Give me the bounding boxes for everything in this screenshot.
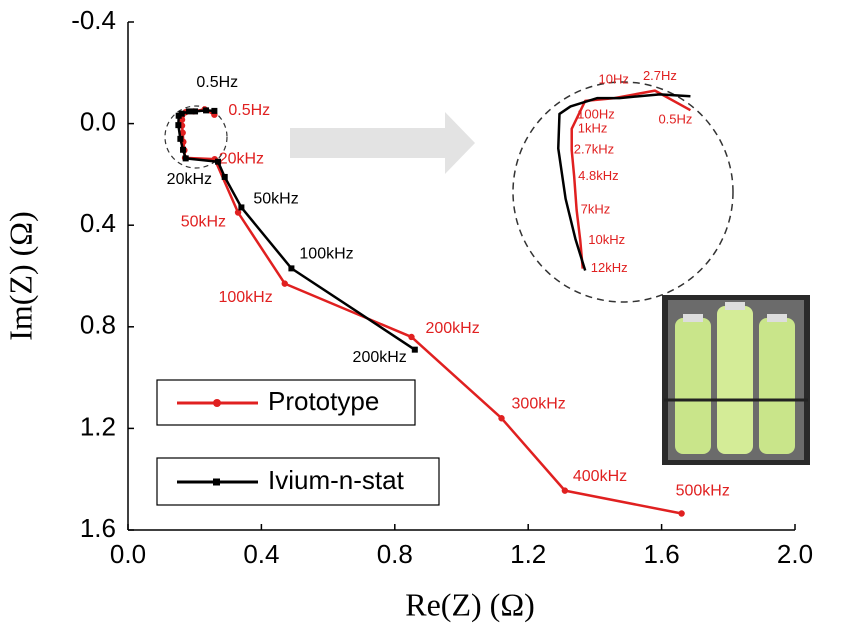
chart: Re(Z) (Ω) Im(Z) (Ω) 0.0 0.4 0.8 1.2 1.6 2.0 -0… xyxy=(0,0,844,634)
y-tick-label: 0.4 xyxy=(80,208,116,238)
data-label: 7kHz xyxy=(581,201,611,216)
data-label: 200kHz xyxy=(353,349,407,366)
y-tick-label: -0.4 xyxy=(71,5,116,35)
marker xyxy=(288,265,294,271)
marker xyxy=(678,510,684,516)
x-axis-title: Re(Z) (Ω) xyxy=(405,586,535,622)
marker xyxy=(180,147,186,153)
data-label: 0.5Hz xyxy=(658,112,692,127)
legend-label: Prototype xyxy=(268,386,379,416)
data-label: 400kHz xyxy=(573,468,627,485)
y-tick-label: 0.8 xyxy=(80,310,116,340)
x-tick-label: 1.2 xyxy=(510,539,546,569)
marker xyxy=(562,487,568,493)
data-label: 300kHz xyxy=(512,395,566,412)
x-tick-label: 2.0 xyxy=(777,539,813,569)
y-tick-label: 0.0 xyxy=(80,106,116,136)
data-label: 100Hz xyxy=(577,106,615,121)
x-tick-label: 1.6 xyxy=(644,539,680,569)
legend-label: Ivium-n-stat xyxy=(268,465,405,495)
data-label: 10kHz xyxy=(588,232,625,247)
zoom-arrow xyxy=(290,112,475,174)
data-label: 0.5Hz xyxy=(196,74,238,91)
marker xyxy=(177,136,183,142)
marker xyxy=(186,108,192,114)
legend-marker xyxy=(213,399,221,407)
marker xyxy=(203,107,209,113)
marker xyxy=(192,108,198,114)
x-tick-label: 0.0 xyxy=(110,539,146,569)
marker xyxy=(238,204,244,210)
data-label: 2.7Hz xyxy=(643,68,677,83)
data-label: 2.7kHz xyxy=(574,142,614,157)
data-label: 500kHz xyxy=(676,483,730,500)
y-tick-label: 1.6 xyxy=(80,513,116,543)
marker xyxy=(215,159,221,165)
x-tick-label: 0.4 xyxy=(243,539,279,569)
marker xyxy=(498,415,504,421)
data-label: 200kHz xyxy=(425,320,479,337)
data-label: 0.5Hz xyxy=(228,102,270,119)
data-label: 50kHz xyxy=(181,214,226,231)
x-tick-label: 0.8 xyxy=(377,539,413,569)
data-label: 4.8kHz xyxy=(578,168,618,183)
marker xyxy=(412,347,418,353)
data-label: 10Hz xyxy=(599,72,629,87)
y-tick-label: 1.2 xyxy=(80,411,116,441)
data-label: 12kHz xyxy=(591,260,628,275)
data-label: 20kHz xyxy=(167,171,212,188)
data-label: 20kHz xyxy=(219,150,264,167)
marker xyxy=(408,334,414,340)
marker xyxy=(176,113,182,119)
data-label: 1kHz xyxy=(578,120,608,135)
marker xyxy=(282,280,288,286)
marker xyxy=(211,108,217,114)
marker xyxy=(222,174,228,180)
marker xyxy=(175,122,181,128)
battery-photo xyxy=(662,295,810,465)
marker xyxy=(183,155,189,161)
y-axis-title: Im(Z) (Ω) xyxy=(2,211,38,341)
data-label: 100kHz xyxy=(218,289,272,306)
legend-marker xyxy=(213,479,220,486)
data-label: 100kHz xyxy=(299,246,353,263)
data-label: 50kHz xyxy=(253,191,298,208)
